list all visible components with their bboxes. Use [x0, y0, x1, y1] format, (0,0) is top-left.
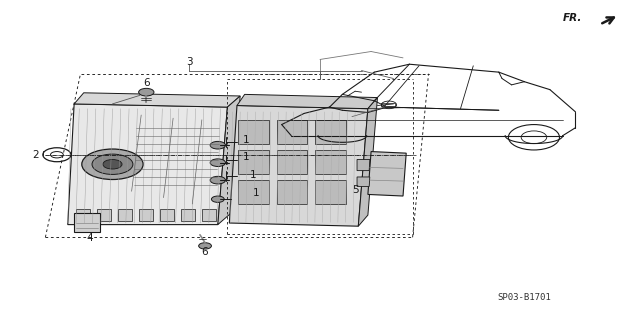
- Circle shape: [210, 141, 225, 149]
- Polygon shape: [238, 150, 269, 174]
- Bar: [160, 209, 174, 221]
- Text: 6: 6: [202, 247, 209, 257]
- Polygon shape: [357, 160, 370, 171]
- Text: FR.: FR.: [563, 13, 582, 23]
- Polygon shape: [315, 150, 346, 174]
- Text: 5: 5: [352, 185, 358, 195]
- Polygon shape: [74, 93, 240, 107]
- Text: 1: 1: [250, 170, 256, 180]
- Polygon shape: [368, 152, 406, 196]
- Text: 2: 2: [33, 150, 39, 160]
- Polygon shape: [315, 120, 346, 144]
- Polygon shape: [68, 104, 227, 225]
- Circle shape: [82, 149, 143, 180]
- Polygon shape: [229, 106, 368, 226]
- Bar: [181, 209, 195, 221]
- Text: 3: 3: [186, 57, 193, 67]
- Bar: [74, 213, 100, 232]
- Text: 4: 4: [87, 233, 93, 243]
- Polygon shape: [237, 94, 378, 109]
- Text: 1: 1: [243, 152, 250, 162]
- Polygon shape: [238, 180, 269, 204]
- Bar: [97, 209, 111, 221]
- Text: 1: 1: [243, 136, 250, 145]
- Polygon shape: [276, 180, 307, 204]
- Polygon shape: [238, 120, 269, 144]
- Text: 6: 6: [143, 78, 150, 88]
- Circle shape: [210, 176, 225, 184]
- Text: SP03-B1701: SP03-B1701: [497, 293, 551, 302]
- Bar: [381, 103, 395, 106]
- Circle shape: [210, 159, 225, 167]
- Polygon shape: [218, 96, 240, 225]
- Bar: [118, 209, 132, 221]
- Circle shape: [103, 160, 122, 169]
- Polygon shape: [357, 177, 370, 187]
- Bar: [139, 209, 153, 221]
- Circle shape: [211, 196, 224, 202]
- Polygon shape: [276, 120, 307, 144]
- Circle shape: [139, 88, 154, 96]
- Polygon shape: [358, 98, 378, 226]
- Circle shape: [198, 243, 211, 249]
- Text: 1: 1: [253, 188, 259, 198]
- Circle shape: [92, 154, 133, 174]
- Polygon shape: [276, 150, 307, 174]
- Polygon shape: [315, 180, 346, 204]
- Bar: [76, 209, 90, 221]
- Bar: [202, 209, 216, 221]
